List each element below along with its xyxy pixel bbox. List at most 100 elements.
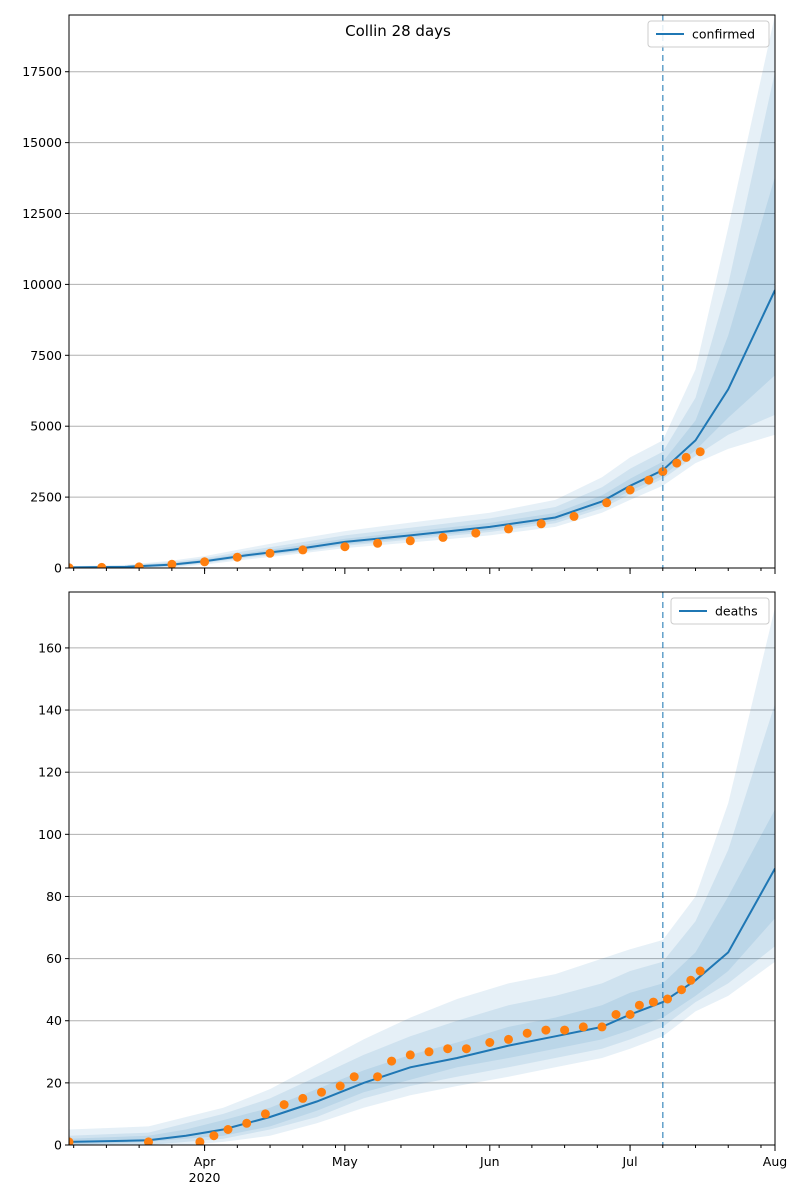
uncertainty-band (69, 703, 775, 1145)
x-tick-label: Jul (622, 1154, 638, 1169)
legend-label: confirmed (692, 27, 755, 42)
observed-point (373, 538, 383, 548)
x-tick-label: May (332, 1154, 358, 1169)
observed-point (260, 1109, 270, 1119)
observed-point (644, 475, 654, 485)
observed-point (242, 1118, 252, 1128)
observed-point (471, 528, 481, 538)
y-tick-label: 15000 (22, 135, 62, 150)
y-tick-label: 40 (46, 1013, 62, 1028)
observed-point (405, 1050, 415, 1060)
y-tick-label: 0 (54, 561, 62, 576)
observed-point (279, 1100, 289, 1110)
observed-point (349, 1072, 359, 1082)
observed-point (677, 985, 686, 995)
y-tick-label: 100 (38, 827, 62, 842)
observed-point (611, 1010, 621, 1019)
observed-point (681, 452, 691, 462)
y-tick-label: 10000 (22, 277, 62, 292)
observed-point (69, 1137, 74, 1145)
axes-frame (68, 591, 776, 1146)
observed-point (443, 1044, 453, 1054)
observed-point (424, 1047, 434, 1057)
observed-point (648, 997, 658, 1007)
observed-point (223, 1125, 233, 1134)
observed-point (625, 485, 635, 495)
observed-point (298, 545, 308, 555)
y-tick-label: 120 (38, 765, 62, 780)
observed-point (232, 552, 242, 562)
observed-point (373, 1072, 383, 1082)
observed-point (634, 1000, 644, 1010)
y-tick-label: 0 (54, 1138, 62, 1153)
observed-point (541, 1025, 551, 1035)
x-tick-label: Aug (763, 1154, 787, 1169)
legend: confirmed (647, 20, 770, 48)
y-tick-label: 160 (38, 640, 62, 655)
observed-point (317, 1087, 326, 1097)
axes-frame (68, 14, 776, 569)
uncertainty-band (69, 15, 775, 568)
y-tick-label: 80 (46, 889, 62, 904)
observed-point (438, 532, 448, 542)
observed-point (97, 562, 107, 568)
y-tick-label: 140 (38, 703, 62, 718)
observed-point (569, 511, 579, 521)
observed-point (686, 975, 696, 985)
y-tick-label: 5000 (30, 419, 62, 434)
figure-title: Collin 28 days (345, 22, 451, 40)
observed-point (209, 1131, 219, 1141)
observed-point (695, 966, 705, 976)
observed-point (536, 519, 546, 529)
legend: deaths (670, 597, 770, 625)
observed-point (144, 1137, 153, 1145)
model-line (69, 868, 775, 1143)
observed-point (578, 1022, 588, 1032)
observed-point (265, 548, 275, 558)
observed-point (69, 563, 74, 568)
legend-box (647, 20, 770, 48)
observed-point (602, 498, 612, 508)
observed-point (298, 1093, 308, 1103)
observed-point (195, 1137, 205, 1145)
uncertainty-band (69, 176, 775, 568)
plot-area (69, 15, 775, 568)
observed-point (335, 1081, 345, 1091)
observed-point (485, 1038, 495, 1047)
y-tick-label: 20 (46, 1075, 62, 1090)
observed-point (167, 559, 177, 568)
observed-point (200, 557, 210, 567)
plot-area (69, 607, 775, 1145)
observed-point (625, 1010, 635, 1019)
observed-point (340, 542, 350, 552)
y-tick-label: 2500 (30, 490, 62, 505)
uncertainty-band (69, 607, 775, 1145)
legend-label: deaths (715, 604, 758, 619)
observed-point (560, 1025, 570, 1035)
observed-point (672, 458, 682, 468)
observed-point (504, 524, 513, 534)
confirmed-panel: 0 2500 5000 7500 10000 12500 15000 17500 confirm… (22, 14, 776, 576)
observed-point (504, 1034, 513, 1044)
y-tick-label: 12500 (22, 206, 62, 221)
observed-point (695, 447, 705, 457)
observed-point (405, 536, 415, 546)
observed-point (658, 467, 668, 477)
y-tick-label: 7500 (30, 348, 62, 363)
observed-point (663, 994, 672, 1004)
x-tick-label: Apr (194, 1154, 216, 1169)
x-year-label: 2020 (189, 1170, 221, 1185)
observed-point (134, 562, 144, 568)
deaths-panel: 0 20 40 60 80 100 120 140 160 Apr May Jun Jul Aug 2020… (38, 591, 787, 1185)
model-line (69, 289, 775, 568)
x-tick-label: Jun (479, 1154, 500, 1169)
observed-point (522, 1028, 532, 1038)
uncertainty-band (69, 71, 775, 568)
legend-box (670, 597, 770, 625)
y-tick-label: 17500 (22, 64, 62, 79)
observed-point (597, 1022, 607, 1032)
observed-point (387, 1056, 397, 1066)
observed-point (461, 1044, 471, 1054)
y-tick-label: 60 (46, 951, 62, 966)
